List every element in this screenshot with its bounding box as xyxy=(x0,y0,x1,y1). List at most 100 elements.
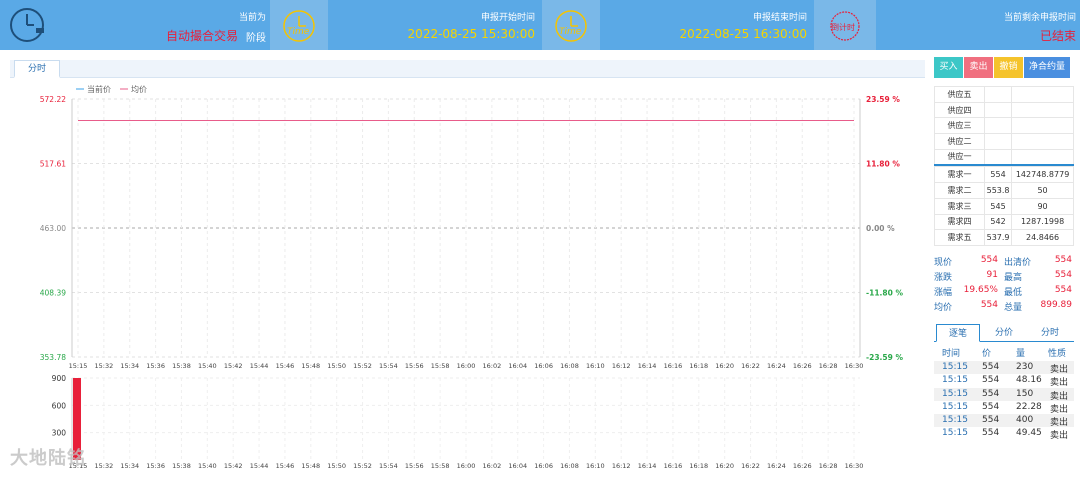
x-tick-label: 16:28 xyxy=(819,362,838,370)
x-tick-label: 15:48 xyxy=(301,362,320,370)
deal-column-header: 量 xyxy=(1016,349,1026,359)
cancel-button[interactable]: 撤销 xyxy=(994,57,1023,78)
volume-bar xyxy=(73,378,81,460)
quote-row: 涨跌 91 最高 554 xyxy=(934,268,1074,283)
end-time-value: 2022-08-25 16:30:00 xyxy=(679,27,807,41)
x-tick-label: 15:56 xyxy=(405,362,424,370)
asks-qty xyxy=(1011,86,1074,103)
tab-minute[interactable]: 分时 xyxy=(1040,328,1059,338)
volume-x-tick: 15:58 xyxy=(431,462,450,470)
x-tick-label: 16:30 xyxy=(845,362,864,370)
volume-x-tick: 15:40 xyxy=(198,462,217,470)
bids-qty: 50 xyxy=(1011,182,1074,199)
deal-qty: 400 xyxy=(1016,415,1034,426)
x-tick-label: 15:54 xyxy=(379,362,398,370)
asks-row: 供应二 xyxy=(934,133,1074,150)
current-phase-suffix: 阶段 xyxy=(246,33,266,44)
x-tick-label: 15:58 xyxy=(431,362,450,370)
deal-qty: 49.45 xyxy=(1016,428,1042,439)
quote-l2: 总量 xyxy=(1004,303,1023,313)
deal-row: 15:15 554 230 卖出 xyxy=(934,361,1074,375)
volume-x-tick: 16:10 xyxy=(586,462,605,470)
quote-l2: 出清价 xyxy=(1004,258,1032,268)
x-tick-label: 15:15 xyxy=(69,362,88,370)
volume-x-tick: 16:08 xyxy=(560,462,579,470)
x-tick-label: 15:50 xyxy=(327,362,346,370)
deal-type: 卖出 xyxy=(1050,418,1069,429)
quote-l1: 涨幅 xyxy=(934,288,953,298)
quote-v1: 19.65% xyxy=(963,285,998,295)
asks-qty xyxy=(1011,101,1074,119)
quote-l1: 涨跌 xyxy=(934,273,953,283)
tab-price-split[interactable]: 分价 xyxy=(994,328,1013,338)
deal-price: 554 xyxy=(982,375,1000,386)
x-tick-label: 16:06 xyxy=(534,362,553,370)
volume-y-tick: 900 xyxy=(52,374,67,383)
asks-row: 供应一 xyxy=(934,148,1074,166)
quote-v2: 899.89 xyxy=(1040,300,1073,310)
bids-qty: 24.8466 xyxy=(1011,229,1074,246)
sell-button[interactable]: 卖出 xyxy=(964,57,993,78)
volume-x-tick: 15:48 xyxy=(301,462,320,470)
asks-name: 供应一 xyxy=(934,148,985,166)
quote-row: 现价 554 出清价 554 xyxy=(934,253,1074,268)
volume-x-tick: 16:12 xyxy=(612,462,631,470)
deal-qty: 22.28 xyxy=(1016,401,1042,412)
volume-x-tick: 16:18 xyxy=(689,462,708,470)
bids-row: 需求三 545 90 xyxy=(934,197,1074,215)
buy-button[interactable]: 买入 xyxy=(934,57,963,78)
deal-price: 554 xyxy=(982,415,1000,426)
y-left-tick: 408.39 xyxy=(40,289,66,298)
deal-qty: 48.16 xyxy=(1016,375,1042,386)
y-left-tick: 572.22 xyxy=(40,95,66,104)
x-tick-label: 16:22 xyxy=(741,362,760,370)
deal-type: 卖出 xyxy=(1050,431,1069,442)
deal-qty: 150 xyxy=(1016,388,1034,399)
volume-x-tick: 16:14 xyxy=(638,462,657,470)
deal-header: 时间 价 量 性质 xyxy=(934,344,1074,361)
quote-l2: 最高 xyxy=(1004,273,1023,283)
quote-l1: 均价 xyxy=(934,303,953,313)
quote-v2: 554 xyxy=(1054,255,1072,265)
quote-panel: 现价 554 出清价 554 涨跌 91 最高 554 涨幅 19.65% 最低 554 均价 554 总量… xyxy=(934,253,1074,313)
asks-price xyxy=(983,101,1013,119)
volume-x-tick: 15:52 xyxy=(353,462,372,470)
time-icon-text: Time xyxy=(287,27,310,37)
order-book: 供应五 供应四 供应三 供应二 供应一 需求一 554 142748.8779 需求二 553.8… xyxy=(934,86,1074,246)
x-tick-label: 15:44 xyxy=(250,362,269,370)
deal-price: 554 xyxy=(982,362,1000,372)
volume-x-tick: 15:34 xyxy=(120,462,139,470)
asks-qty xyxy=(1011,148,1074,166)
deal-time: 15:15 xyxy=(942,375,968,386)
deal-type: 卖出 xyxy=(1050,365,1069,375)
x-tick-label: 16:26 xyxy=(793,362,812,370)
quote-row: 涨幅 19.65% 最低 554 xyxy=(934,283,1074,298)
clock-icon xyxy=(8,0,48,50)
deal-row: 15:15 554 49.45 卖出 xyxy=(934,427,1074,442)
tab-timeshare[interactable]: 分时 xyxy=(14,60,60,78)
volume-x-tick: 15:32 xyxy=(94,462,113,470)
bids-name: 需求一 xyxy=(934,166,985,184)
deal-row: 15:15 554 22.28 卖出 xyxy=(934,401,1074,415)
bids-row: 需求二 553.8 50 xyxy=(934,182,1074,199)
volume-x-tick: 16:22 xyxy=(741,462,760,470)
x-tick-label: 16:24 xyxy=(767,362,786,370)
x-tick-label: 15:38 xyxy=(172,362,191,370)
countdown-icon: 倒计时 xyxy=(814,0,876,50)
deal-row: 15:15 554 150 卖出 xyxy=(934,387,1074,402)
deal-type: 卖出 xyxy=(1050,378,1069,389)
volume-x-tick: 16:00 xyxy=(457,462,476,470)
end-time-label: 申报结束时间 xyxy=(752,13,807,23)
x-tick-label: 16:12 xyxy=(612,362,631,370)
bids-qty: 90 xyxy=(1011,197,1074,215)
quote-v1: 554 xyxy=(980,255,998,265)
volume-x-tick: 16:24 xyxy=(767,462,786,470)
net-contract-button[interactable]: 净合约量 xyxy=(1024,57,1070,78)
deal-tabs: 逐笔 分价 分时 xyxy=(934,322,1074,342)
quote-l2: 最低 xyxy=(1004,288,1023,298)
quote-v2: 554 xyxy=(1054,270,1072,280)
x-tick-label: 15:32 xyxy=(94,362,113,370)
tab-tick[interactable]: 逐笔 xyxy=(936,324,980,342)
deal-type: 卖出 xyxy=(1050,404,1069,415)
x-tick-label: 16:02 xyxy=(482,362,501,370)
